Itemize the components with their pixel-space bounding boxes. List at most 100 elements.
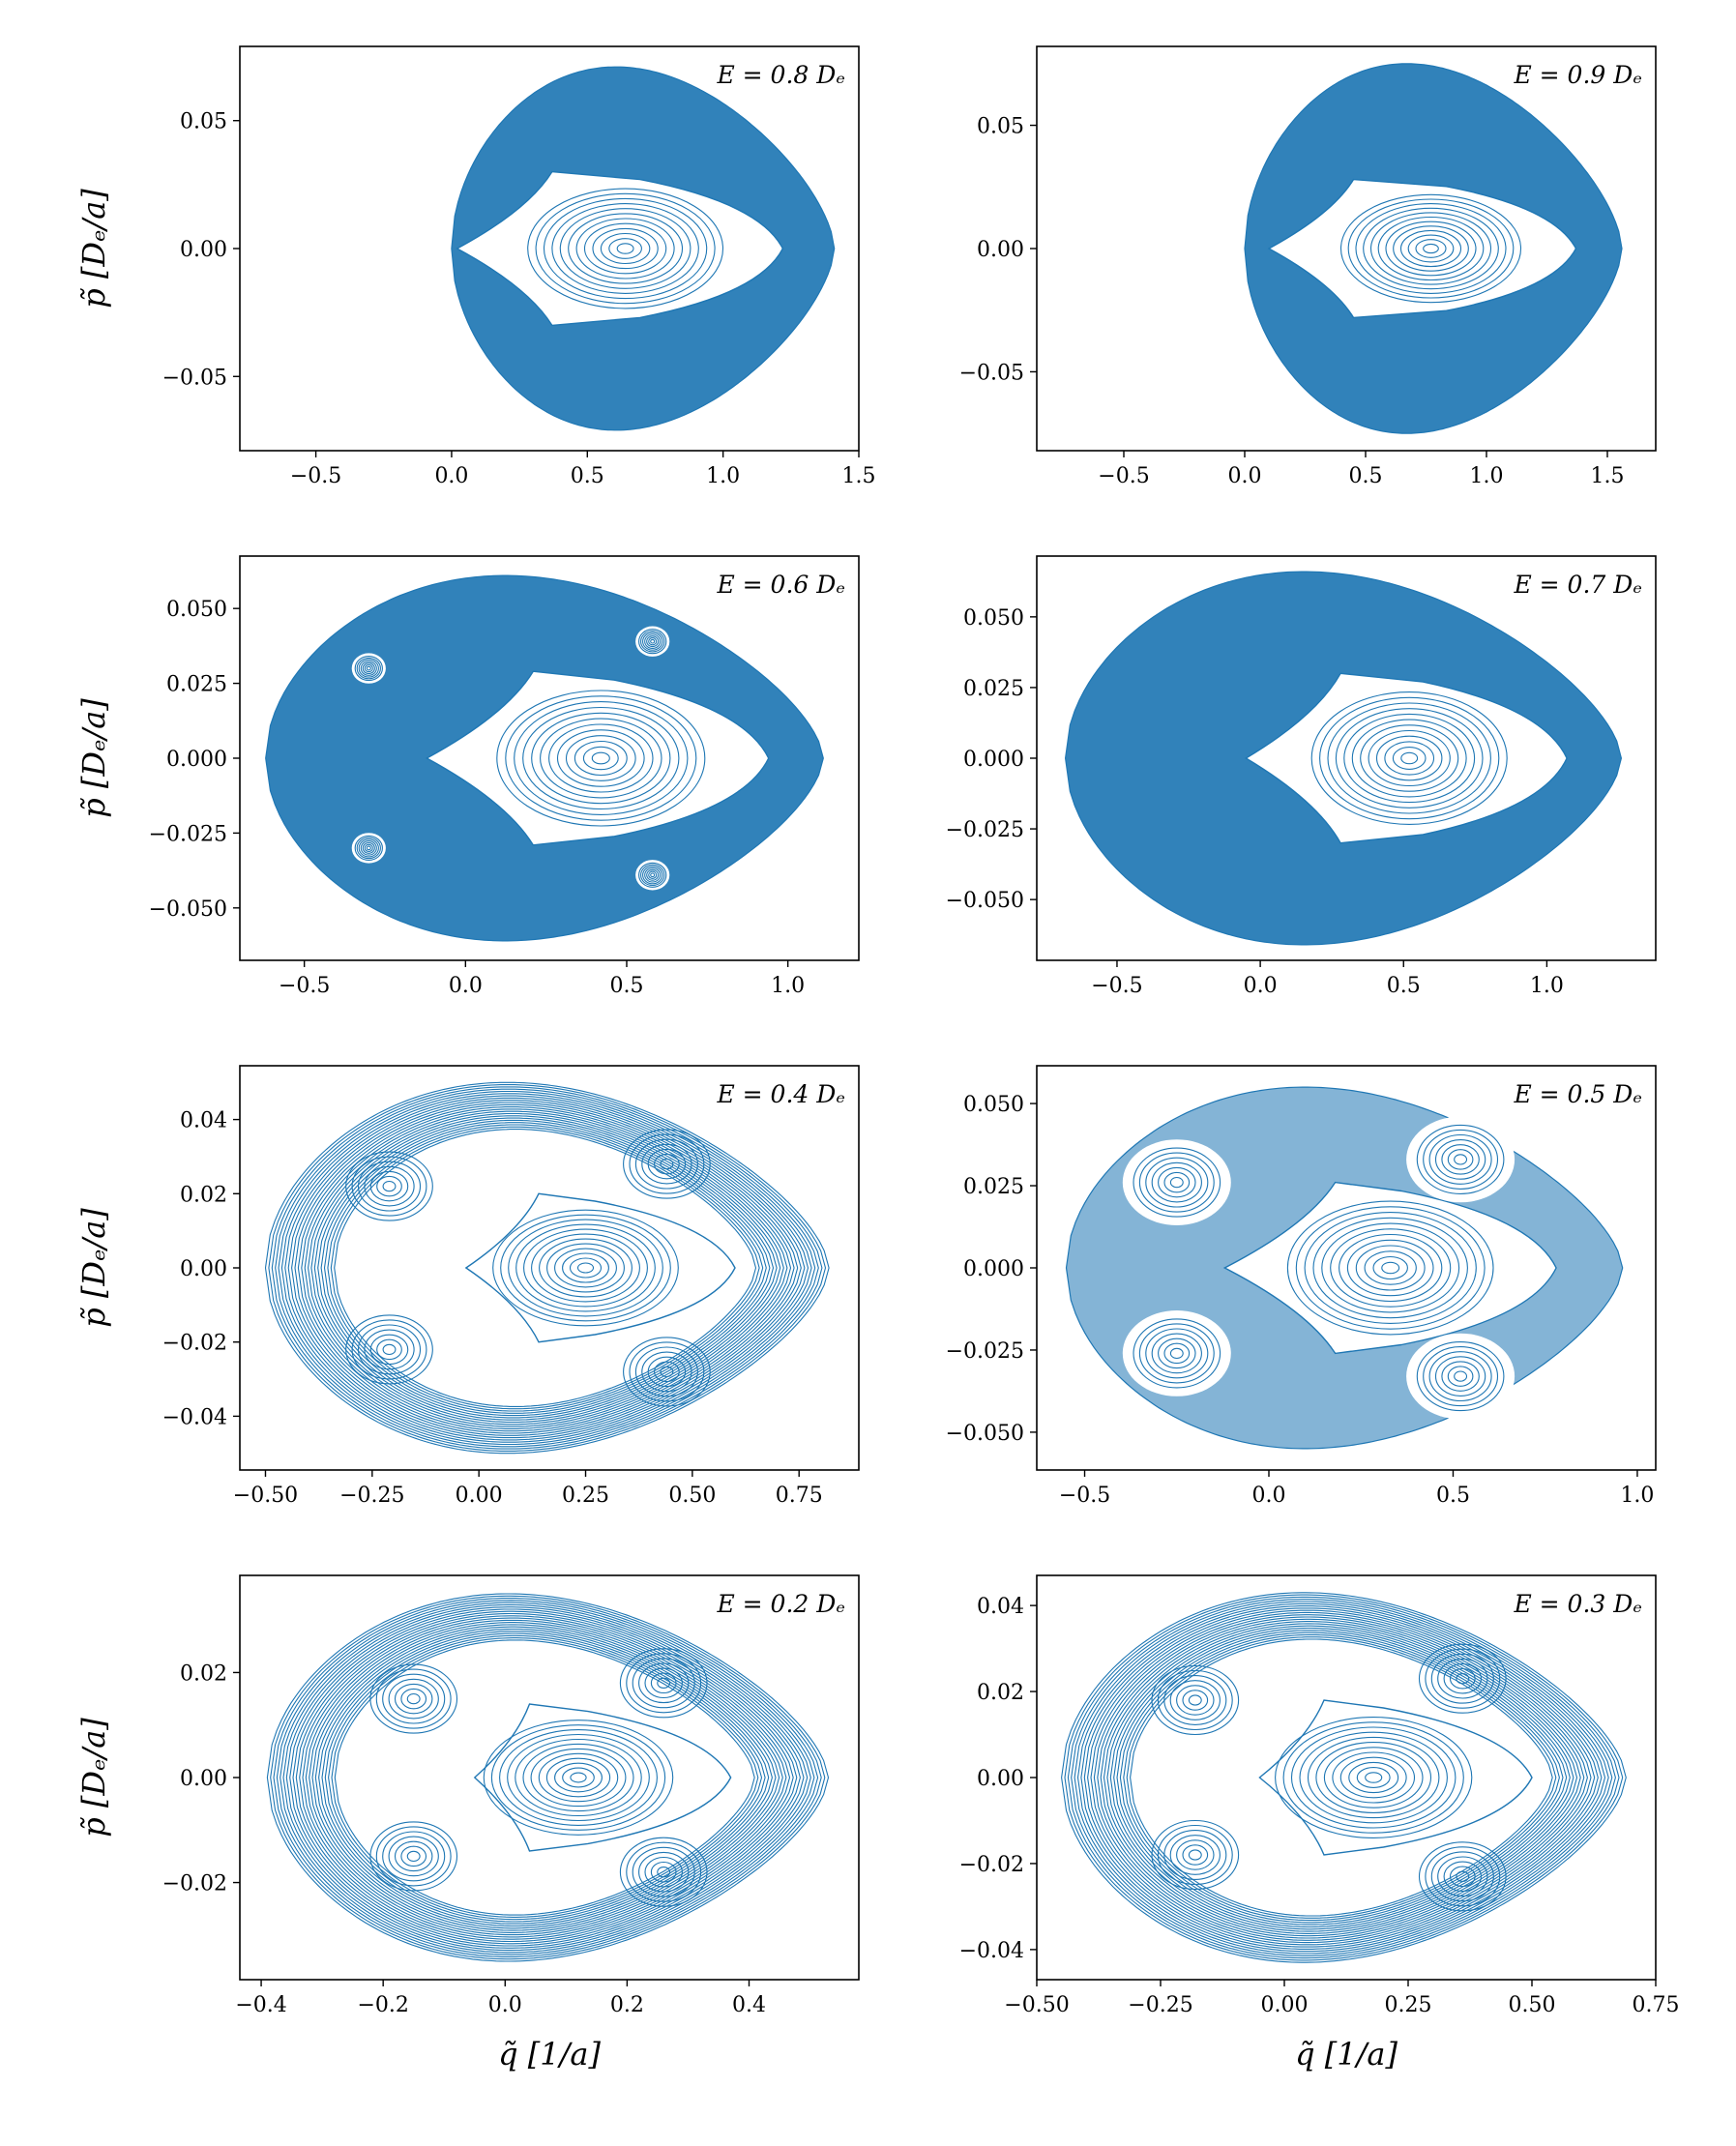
satellite-torus [376, 1175, 402, 1197]
panel-7: −0.50 −0.25 0.00 0.25 0.50 0.75 −0.04 −0.02 0.00… [959, 1574, 1679, 2073]
y-tick-label: 0.02 [180, 1661, 227, 1686]
satellite-torus [654, 1153, 680, 1175]
x-tick-label: 1.0 [1470, 464, 1504, 488]
satellite-torus [354, 656, 383, 682]
satellite-torus [1449, 1667, 1476, 1690]
satellite-torus [388, 1678, 439, 1720]
outer-torus [278, 1090, 816, 1446]
outer-torus [311, 1624, 780, 1931]
x-tick-label: 0.0 [1252, 1484, 1286, 1508]
y-tick-label: −0.02 [162, 1872, 227, 1896]
satellite-torus [1169, 1680, 1221, 1720]
x-tick-label: −0.4 [235, 1993, 286, 2017]
satellite-torus [623, 1337, 711, 1407]
satellite-torus [369, 1170, 409, 1202]
island-torus [559, 208, 691, 289]
satellite-torus [634, 1138, 698, 1190]
satellite-torus [646, 868, 660, 881]
satellite-torus [1158, 1338, 1196, 1369]
outer-torus [317, 1117, 775, 1419]
island-torus [1368, 729, 1451, 787]
island-torus [1307, 1736, 1440, 1819]
satellite-torus [1437, 1658, 1488, 1699]
island-torus [499, 1729, 658, 1826]
island-torus [1282, 1721, 1464, 1834]
satellite-torus [650, 872, 656, 878]
island-torus [545, 1757, 611, 1798]
outer-torus [305, 1619, 787, 1936]
outer-torus [276, 1600, 819, 1955]
island-torus [1275, 1717, 1473, 1838]
x-tick-label: 0.5 [1436, 1484, 1470, 1508]
outer-torus [328, 1634, 763, 1921]
satellite-torus [1157, 1824, 1233, 1886]
y-tick-label: −0.05 [959, 361, 1024, 385]
outer-torus [1071, 1599, 1616, 1956]
outer-torus [1130, 1638, 1553, 1917]
satellite-torus [356, 837, 381, 860]
satellite-torus [369, 1334, 409, 1366]
island-torus [1339, 1233, 1443, 1303]
satellite-torus [1151, 1161, 1202, 1203]
outer-torus [280, 1093, 812, 1443]
outer-torus [318, 1628, 773, 1927]
island-torus [1343, 713, 1476, 804]
outer-torus [1113, 1627, 1571, 1928]
satellite-torus [356, 657, 381, 680]
satellite-torus [345, 1314, 433, 1385]
satellite-torus [1418, 1643, 1507, 1714]
energy-annotation: E = 0.2 Dₑ [716, 1590, 845, 1618]
x-tick-label: 0.50 [668, 1484, 716, 1508]
satellite-torus [641, 1351, 692, 1393]
outer-torus [1123, 1633, 1560, 1922]
satellite-torus [632, 1846, 695, 1897]
island-torus [582, 746, 619, 771]
plot-area [1064, 571, 1623, 946]
island-torus [1290, 1726, 1456, 1829]
satellite-torus [358, 838, 379, 858]
outer-torus [292, 1610, 801, 1945]
satellite-torus [1163, 1342, 1191, 1365]
island-torus [1407, 234, 1455, 263]
island-torus [608, 238, 642, 259]
y-tick-label: 0.025 [963, 1175, 1024, 1199]
satellite-torus [351, 1319, 427, 1380]
y-tick-label: −0.04 [959, 1939, 1024, 1963]
x-tick-label: −0.2 [357, 1993, 408, 2017]
satellite-torus [354, 835, 383, 861]
satellite-torus [357, 1324, 422, 1375]
regular-island [1244, 672, 1568, 844]
outer-torus [284, 1095, 809, 1441]
satellite-torus [1169, 1176, 1184, 1189]
satellite-torus [1449, 1866, 1476, 1888]
outer-torus [1076, 1602, 1609, 1953]
panel-2: −0.5 0.0 0.5 1.0 −0.050 −0.025 0.000 0.025 0.050… [75, 555, 860, 998]
x-tick-label: 1.0 [771, 974, 805, 998]
outer-torus [266, 1593, 830, 1962]
satellite-torus [640, 864, 665, 887]
x-tick-label: 0.50 [1509, 1993, 1556, 2017]
x-tick-label: 0.0 [449, 974, 483, 998]
satellite-torus [1416, 1124, 1505, 1194]
y-tick-label: 0.00 [180, 238, 227, 262]
y-tick-label: −0.025 [946, 818, 1024, 842]
outer-torus [324, 1632, 766, 1923]
island-torus [1310, 691, 1508, 825]
outer-torus [302, 1617, 791, 1938]
island-torus [1312, 1217, 1468, 1319]
satellite-torus [1138, 1152, 1215, 1213]
island-torus [1339, 1756, 1407, 1799]
satellite-torus [394, 1683, 433, 1715]
satellite-torus [1145, 1328, 1209, 1379]
y-tick-label: −0.02 [162, 1332, 227, 1356]
x-tick-label: 0.0 [488, 1993, 522, 2017]
outer-torus [299, 1615, 794, 1940]
satellite-torus [660, 1366, 674, 1378]
island-torus [570, 1772, 587, 1783]
satellite-torus [1188, 1694, 1202, 1706]
x-tick-label: 0.0 [1244, 974, 1278, 998]
island-torus [535, 192, 716, 305]
satellite-torus [1441, 1144, 1480, 1175]
satellite-torus [382, 1673, 446, 1724]
island-torus [1384, 741, 1435, 776]
